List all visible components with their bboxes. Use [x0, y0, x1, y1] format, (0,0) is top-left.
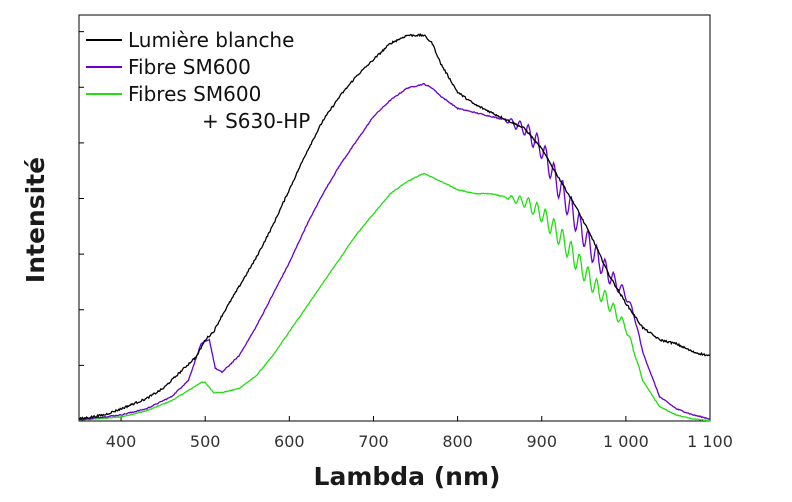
- x-tick-label: 500: [190, 432, 221, 451]
- plot-frame: [78, 14, 711, 422]
- series-layer: [78, 32, 711, 422]
- y-axis-title: Intensité: [21, 157, 50, 283]
- x-tick-label: 900: [526, 432, 557, 451]
- plot-border: [78, 14, 711, 422]
- x-tick-label: 400: [106, 432, 137, 451]
- x-tick-label: 1 000: [603, 432, 649, 451]
- x-tick-label: 700: [358, 432, 389, 451]
- legend-label-fibres-sm600-line2: + S630-HP: [202, 109, 310, 133]
- y-axis-ticks: [79, 31, 84, 366]
- series-line-lumiere-blanche: [78, 32, 711, 421]
- series-line-fibre-sm600: [78, 83, 711, 421]
- legend: Lumière blanche Fibre SM600 Fibres SM600…: [86, 28, 310, 133]
- legend-label-fibre-sm600: Fibre SM600: [128, 55, 251, 79]
- x-tick-label: 800: [442, 432, 473, 451]
- series-line-fibres-sm600-s630hp: [78, 172, 711, 422]
- x-tick-label: 600: [274, 432, 305, 451]
- x-tick-label: 1 100: [687, 432, 733, 451]
- x-axis-ticks: 400 500 600 700 800 900 1 000 1 100: [106, 416, 733, 451]
- legend-label-lumiere-blanche: Lumière blanche: [128, 28, 294, 52]
- legend-label-fibres-sm600-line1: Fibres SM600: [128, 82, 261, 106]
- x-axis-title: Lambda (nm): [314, 462, 501, 491]
